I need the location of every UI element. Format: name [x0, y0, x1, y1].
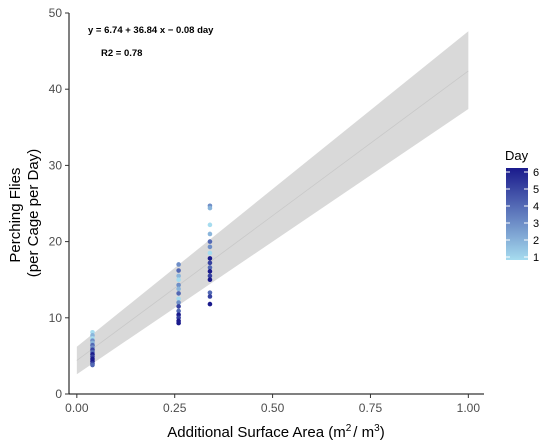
x-axis-title-sup1: 2 [346, 423, 352, 434]
data-point [207, 273, 213, 279]
data-point [207, 301, 213, 307]
data-point [207, 294, 213, 299]
legend-labels: 6 5 4 3 2 1 [506, 167, 539, 264]
data-point [207, 277, 213, 283]
data-point [207, 260, 213, 266]
data-point [176, 296, 181, 302]
x-tick-label: 0.50 [261, 401, 285, 415]
data-point [207, 244, 213, 250]
x-axis-title-mid: / m [353, 424, 374, 441]
legend-label: 3 [533, 218, 539, 230]
r2-annotation: R2 = 0.78 [101, 48, 142, 59]
legend: Day 6 5 4 3 2 1 [505, 148, 539, 264]
data-point [176, 277, 181, 283]
data-point [207, 231, 213, 237]
data-point [176, 268, 181, 273]
x-axis-title-main: Additional Surface Area (m [167, 424, 345, 441]
data-points [90, 203, 213, 368]
data-point [176, 304, 181, 309]
data-point [176, 300, 181, 305]
legend-title: Day [505, 148, 529, 163]
x-tick-label: 0.25 [163, 401, 187, 415]
legend-label: 5 [533, 184, 539, 196]
legend-label: 1 [533, 252, 539, 264]
y-tick-label: 40 [49, 82, 63, 96]
data-point [207, 205, 213, 211]
data-point [207, 239, 213, 244]
y-tick-label: 20 [49, 235, 63, 249]
y-axis-title: Perching Flies (per Cage per Day) [7, 149, 42, 277]
x-axis-title-end: ) [380, 424, 385, 441]
y-axis-title-line1: Perching Flies [7, 168, 24, 263]
legend-label: 6 [533, 167, 539, 179]
x-tick-label: 0.75 [359, 401, 383, 415]
confidence-band [76, 31, 469, 375]
x-tick-label: 0.00 [65, 401, 89, 415]
data-point [176, 308, 181, 314]
regression-band [76, 31, 469, 375]
data-point [90, 362, 95, 368]
data-point [207, 269, 213, 274]
y-tick-label: 0 [55, 387, 62, 401]
data-point [176, 320, 181, 326]
y-ticks: 0 10 20 30 40 50 [49, 6, 69, 401]
y-axis-title-line2: (per Cage per Day) [25, 149, 42, 277]
data-point [207, 256, 213, 261]
data-point [176, 286, 181, 292]
y-tick-label: 50 [49, 6, 63, 20]
data-point [176, 282, 181, 288]
data-point [207, 250, 213, 256]
x-axis-title-sup2: 3 [374, 423, 380, 434]
regression-line [76, 70, 469, 361]
data-point [176, 291, 181, 296]
legend-colorbar [506, 168, 528, 260]
data-point [207, 222, 213, 228]
x-axis-title: Additional Surface Area (m2/ m3) [167, 423, 384, 441]
data-point [176, 262, 181, 267]
x-tick-label: 1.00 [457, 401, 481, 415]
data-point [207, 265, 213, 270]
equation-annotation: y = 6.74 + 36.84 x − 0.08 day [88, 25, 214, 36]
y-tick-label: 10 [49, 311, 63, 325]
data-point [207, 290, 213, 295]
x-ticks: 0.00 0.25 0.50 0.75 1.00 [65, 394, 480, 415]
y-tick-label: 30 [49, 158, 63, 172]
data-point [176, 273, 181, 279]
legend-label: 2 [533, 235, 539, 247]
legend-label: 4 [533, 201, 539, 213]
